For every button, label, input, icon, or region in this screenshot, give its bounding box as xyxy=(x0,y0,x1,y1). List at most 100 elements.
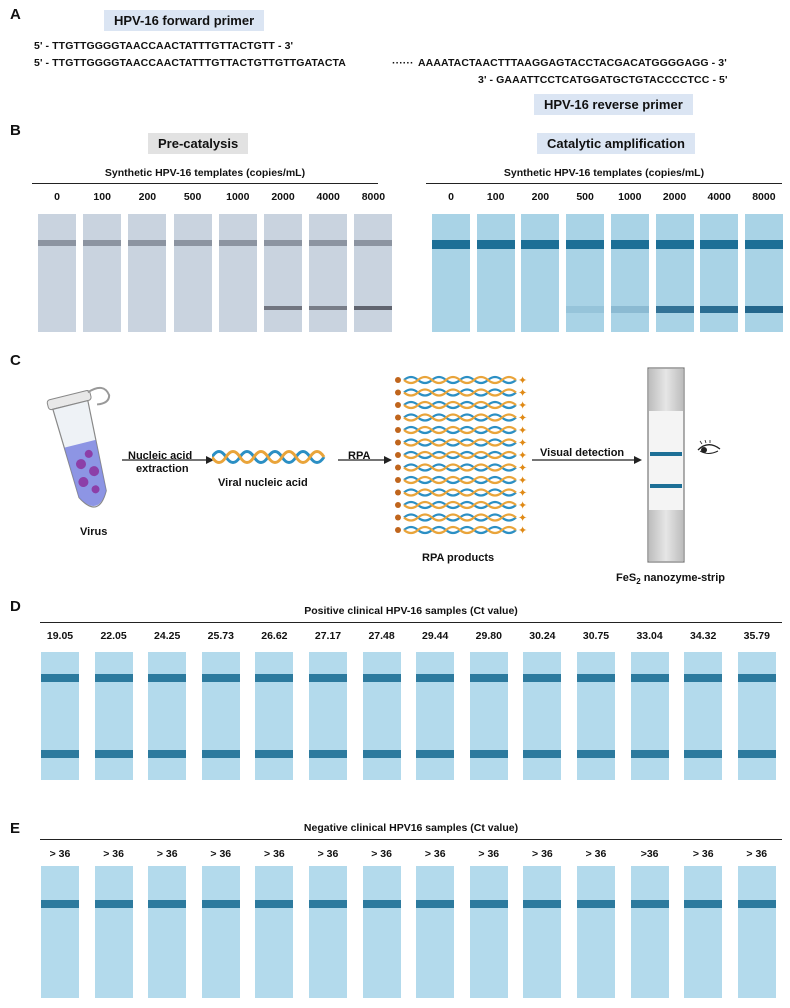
positive-ct-label: 26.62 xyxy=(261,630,288,642)
negative-ct-label: > 36 xyxy=(49,848,71,860)
negative-strip xyxy=(41,866,79,998)
cat-control-line xyxy=(566,240,605,249)
svg-text:✦: ✦ xyxy=(518,437,527,450)
svg-text:✦: ✦ xyxy=(518,487,527,500)
pre-control-line xyxy=(38,240,76,246)
pre-test-line xyxy=(354,306,393,310)
negative-band xyxy=(94,900,133,908)
positive-band xyxy=(737,674,776,682)
extraction-label-2: extraction xyxy=(136,463,189,475)
panel-b-label: B xyxy=(10,122,21,139)
pre-concentration-label: 0 xyxy=(54,191,60,203)
positive-ct-label: 22.05 xyxy=(100,630,127,642)
strip-label: FeS2 nanozyme-strip xyxy=(616,572,725,587)
cat-control-line xyxy=(655,240,694,249)
cat-strip xyxy=(610,214,649,332)
cat-concentration-label: 200 xyxy=(531,191,550,203)
negative-strip xyxy=(94,866,133,998)
rpa-product-helix: ✦ xyxy=(395,412,527,425)
pre-concentration-label: 4000 xyxy=(316,191,340,203)
pre-rule xyxy=(32,183,378,184)
pre-concentration-label: 2000 xyxy=(271,191,295,203)
pre-catalysis-title: Pre-catalysis xyxy=(148,133,249,154)
pre-strip xyxy=(354,214,393,332)
positive-band xyxy=(577,750,615,758)
positive-strip xyxy=(201,652,240,780)
forward-primer-sequence: 5' - TTGTTGGGGTAACCAACTATTTGTTACTGTT - 3… xyxy=(34,40,294,52)
positive-strip xyxy=(255,652,294,780)
positive-strip xyxy=(416,652,455,780)
cat-test-line xyxy=(566,306,605,313)
negative-ct-label: > 36 xyxy=(532,848,553,860)
pre-control-line xyxy=(264,240,302,246)
negative-samples-title: Negative clinical HPV16 samples (Ct valu… xyxy=(303,822,519,834)
cat-control-line xyxy=(744,240,783,249)
positive-band xyxy=(630,674,669,682)
positive-ct-label: 34.32 xyxy=(690,630,717,642)
rpa-product-helix: ✦ xyxy=(395,512,527,525)
template-sequence-right: AAAATACTAACTTTAAGGAGTACCTACGACATGGGGAGG … xyxy=(418,57,727,69)
negative-ct-label: >36 xyxy=(640,848,659,860)
positive-ct-label: 29.44 xyxy=(422,630,449,642)
cat-control-line xyxy=(521,240,560,249)
positive-band xyxy=(309,750,347,758)
pre-strip xyxy=(83,214,122,332)
rpa-product-helix: ✦ xyxy=(395,437,527,450)
cat-strip xyxy=(655,214,694,332)
nanozyme-strip-icon xyxy=(647,367,685,563)
negative-ct-label: > 36 xyxy=(210,848,232,860)
cat-test-line xyxy=(610,306,649,313)
extraction-label-1: Nucleic acid xyxy=(128,450,193,462)
positive-ct-label: 19.05 xyxy=(46,630,74,642)
positive-band xyxy=(362,674,401,682)
negative-strip xyxy=(309,866,347,998)
negative-rule xyxy=(40,839,782,840)
positive-band xyxy=(737,750,776,758)
pre-subtitle: Synthetic HPV-16 templates (copies/mL) xyxy=(104,167,306,179)
visual-detection-label: Visual detection xyxy=(540,447,625,459)
cat-control-line xyxy=(432,240,470,249)
positive-ct-label: 27.48 xyxy=(368,630,395,642)
cat-test-line xyxy=(744,306,783,313)
negative-strip xyxy=(577,866,615,998)
virus-tube-icon xyxy=(46,386,111,508)
positive-band xyxy=(523,750,562,758)
positive-ct-label: 29.80 xyxy=(475,630,502,642)
negative-band xyxy=(148,900,187,908)
arrow-right-icon xyxy=(122,456,214,464)
svg-text:✦: ✦ xyxy=(518,374,527,387)
cat-control-line xyxy=(476,240,515,249)
rpa-product-helix: ✦ xyxy=(395,524,527,537)
rpa-product-helix: ✦ xyxy=(395,399,527,412)
negative-strip xyxy=(684,866,723,998)
negative-ct-label: > 36 xyxy=(692,848,714,860)
positive-band xyxy=(41,674,79,682)
panel-e-label: E xyxy=(10,820,21,837)
cat-strip xyxy=(744,214,783,332)
positive-band xyxy=(255,750,294,758)
svg-text:✦: ✦ xyxy=(518,512,527,525)
positive-band xyxy=(201,674,240,682)
negative-ct-label: > 36 xyxy=(478,848,500,860)
negative-ct-label: > 36 xyxy=(264,848,285,860)
positive-strip xyxy=(309,652,347,780)
negative-band xyxy=(577,900,615,908)
positive-band xyxy=(362,750,401,758)
positive-samples-title: Positive clinical HPV-16 samples (Ct val… xyxy=(304,605,518,617)
panel-d-label: D xyxy=(10,598,21,615)
svg-text:✦: ✦ xyxy=(518,449,527,462)
positive-band xyxy=(469,674,508,682)
pre-concentration-label: 500 xyxy=(183,191,202,203)
virus-label: Virus xyxy=(80,526,108,538)
svg-text:✦: ✦ xyxy=(518,524,527,537)
dna-helix-icon xyxy=(212,450,326,464)
positive-strip xyxy=(737,652,776,780)
positive-band xyxy=(41,750,79,758)
eye-icon xyxy=(697,440,721,454)
positive-ct-label: 30.24 xyxy=(529,630,556,642)
cat-strip xyxy=(476,214,515,332)
cat-concentration-label: 4000 xyxy=(707,191,731,203)
negative-ct-label: > 36 xyxy=(371,848,392,860)
rpa-product-helix: ✦ xyxy=(395,387,527,400)
viral-nucleic-acid-label: Viral nucleic acid xyxy=(218,477,308,489)
